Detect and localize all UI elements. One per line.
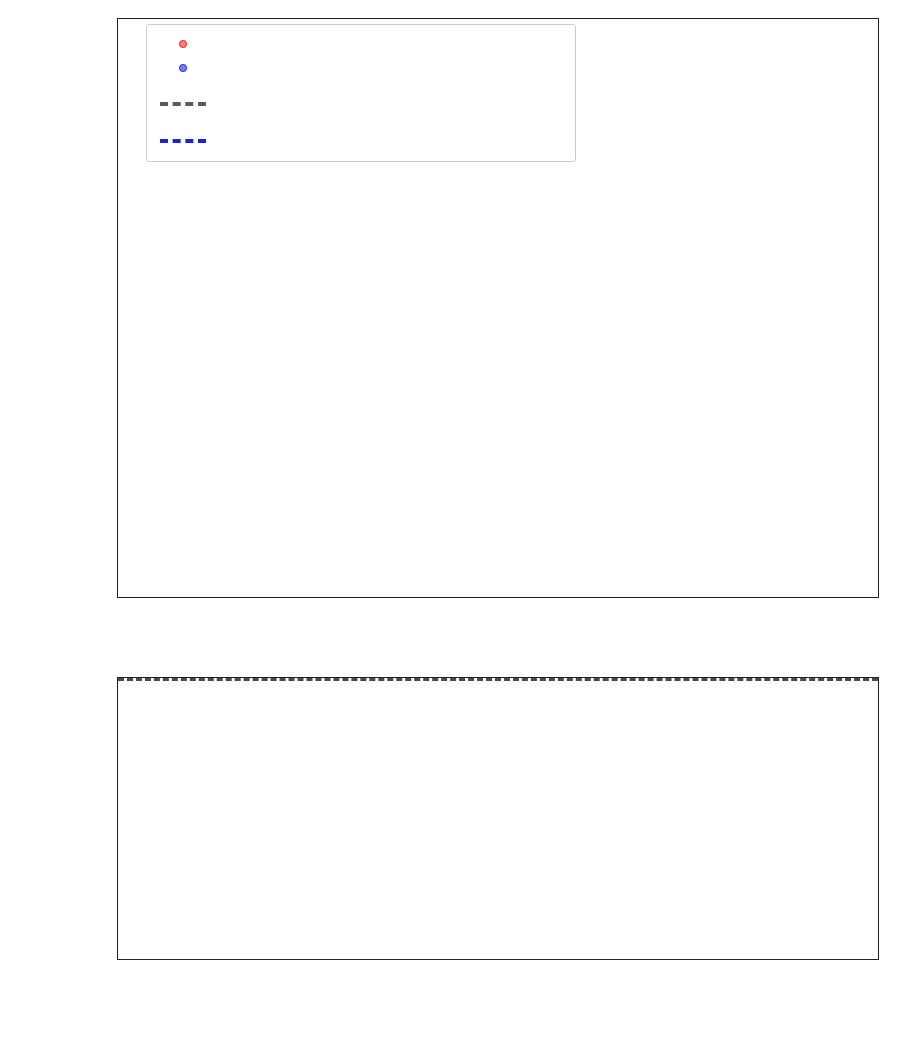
legend-entry-fit xyxy=(157,129,563,153)
legend-marker-raw xyxy=(157,40,209,48)
legend-marker-corrected xyxy=(157,64,209,72)
legend-entry-raw xyxy=(157,32,563,56)
zero-residual-line xyxy=(118,678,878,681)
legend-marker-platepar xyxy=(157,102,209,107)
legend xyxy=(146,24,576,162)
legend-entry-corrected xyxy=(157,56,563,80)
legend-marker-fit xyxy=(157,138,209,143)
bottom-plot-frame xyxy=(117,677,879,960)
legend-entry-platepar xyxy=(157,80,563,129)
fit-residuals-plot xyxy=(0,650,900,1050)
photometric-calibration-plot xyxy=(117,18,879,598)
vignetting-curve xyxy=(118,678,879,960)
